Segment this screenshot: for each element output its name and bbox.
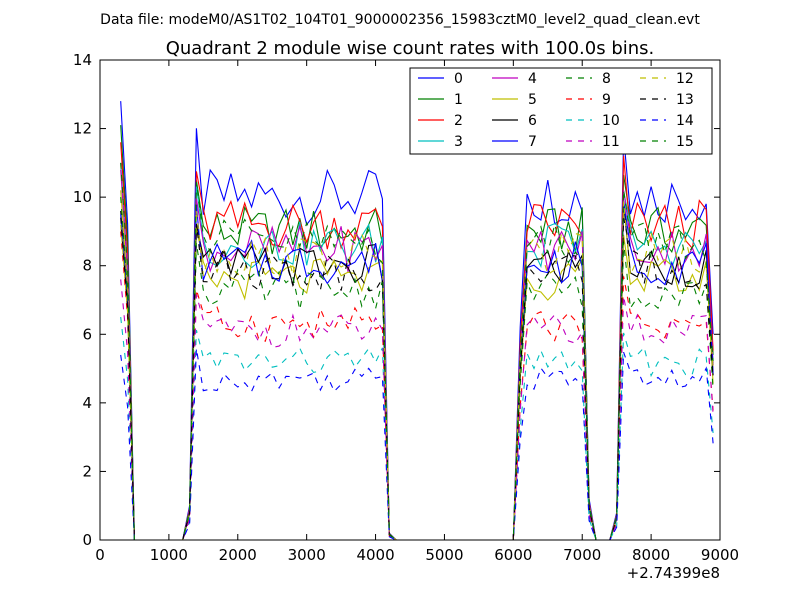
legend-label-10: 10 (602, 113, 620, 129)
legend-label-8: 8 (602, 71, 611, 87)
x-tick-label: 5000 (425, 546, 463, 564)
x-tick-label: 1000 (150, 546, 188, 564)
legend-label-1: 1 (454, 92, 463, 108)
legend-label-6: 6 (528, 113, 537, 129)
legend-label-4: 4 (528, 71, 537, 87)
figure-suptitle: Data file: modeM0/AS1T02_104T01_90000023… (100, 12, 700, 28)
y-tick-label: 2 (82, 462, 92, 480)
legend-label-13: 13 (676, 92, 694, 108)
y-tick-label: 12 (73, 120, 92, 138)
x-offset-label: +2.74399e8 (627, 564, 720, 582)
legend-label-14: 14 (676, 113, 694, 129)
series-line-11 (120, 279, 714, 540)
legend-label-2: 2 (454, 113, 463, 129)
series-line-15 (120, 162, 714, 540)
legend-label-7: 7 (528, 134, 537, 150)
y-tick-label: 6 (82, 325, 92, 343)
legend-label-5: 5 (528, 92, 537, 108)
series-line-12 (120, 201, 714, 540)
x-tick-label: 3000 (288, 546, 326, 564)
chart-title: Quadrant 2 module wise count rates with … (166, 38, 655, 59)
plot-area: 0 1000 2000 3000 4000 5000 6000 7000 8000 9000 0 2… (73, 51, 739, 582)
legend-label-15: 15 (676, 134, 694, 150)
series-group (120, 101, 714, 540)
y-tick-label: 14 (73, 51, 92, 69)
y-tick-label: 4 (82, 394, 92, 412)
legend-label-12: 12 (676, 71, 694, 87)
x-tick-label: 9000 (701, 546, 739, 564)
series-line-1 (120, 125, 714, 540)
x-tick-label: 2000 (219, 546, 257, 564)
y-tick-label: 10 (73, 188, 92, 206)
series-line-10 (120, 317, 714, 540)
series-line-13 (120, 217, 714, 540)
plot-frame (99, 59, 721, 541)
legend-label-0: 0 (454, 71, 463, 87)
legend-label-11: 11 (602, 134, 620, 150)
legend-label-9: 9 (602, 92, 611, 108)
y-tick-label: 8 (82, 257, 92, 275)
legend-label-3: 3 (454, 134, 463, 150)
series-line-8 (120, 197, 714, 540)
x-tick-label: 4000 (356, 546, 394, 564)
x-axis: 0 1000 2000 3000 4000 5000 6000 7000 8000 9000 (95, 60, 739, 564)
x-tick-label: 7000 (563, 546, 601, 564)
legend-box (409, 67, 713, 155)
x-tick-label: 0 (95, 546, 105, 564)
y-tick-label: 0 (82, 531, 92, 549)
x-tick-label: 8000 (632, 546, 670, 564)
series-line-14 (120, 348, 714, 540)
x-tick-label: 6000 (494, 546, 532, 564)
